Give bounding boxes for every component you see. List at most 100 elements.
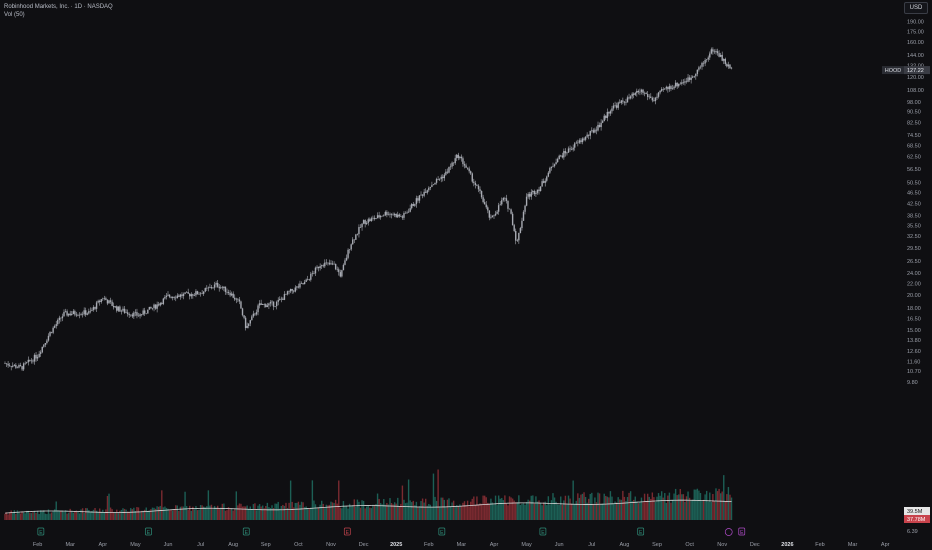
candle-body xyxy=(145,313,147,315)
dividend-marker[interactable] xyxy=(724,528,733,536)
volume-bar xyxy=(220,507,222,520)
volume-bar xyxy=(499,498,501,520)
candle-body xyxy=(336,269,338,270)
candle-body xyxy=(463,164,466,166)
candle-body xyxy=(26,362,28,363)
candle-body xyxy=(215,283,217,285)
volume-bar xyxy=(712,494,714,520)
volume-bar xyxy=(629,491,632,520)
candle-body xyxy=(415,198,418,205)
price-tick: 16.50 xyxy=(907,316,921,322)
candle-body xyxy=(175,297,177,299)
candle-body xyxy=(139,314,141,317)
earnings-marker[interactable] xyxy=(539,527,547,536)
volume-bar xyxy=(418,506,421,520)
volume-bar xyxy=(111,509,113,520)
candle-body xyxy=(307,279,309,281)
volume-bar xyxy=(24,513,26,520)
volume-indicator-label[interactable]: Vol (50) xyxy=(4,12,25,18)
volume-bar xyxy=(693,489,695,520)
candle-body xyxy=(527,194,529,197)
volume-bar xyxy=(440,497,442,520)
volume-bar xyxy=(369,507,371,520)
volume-bar xyxy=(341,508,343,520)
volume-bar xyxy=(168,510,171,520)
volume-bar xyxy=(43,510,45,520)
candle-body xyxy=(494,213,497,216)
candle-body xyxy=(364,220,366,224)
volume-bar xyxy=(623,496,626,520)
volume-bar xyxy=(207,490,210,520)
candle-body xyxy=(300,283,303,284)
earnings-marker[interactable] xyxy=(37,527,45,536)
candle-body xyxy=(210,287,213,289)
volume-bar xyxy=(480,503,483,520)
time-tick: Apr xyxy=(99,542,108,548)
candle-body xyxy=(286,291,289,295)
volume-bar xyxy=(91,511,93,520)
price-tick: 12.60 xyxy=(907,349,921,355)
volume-bar xyxy=(139,511,141,520)
earnings-marker[interactable] xyxy=(242,527,250,536)
volume-bar xyxy=(154,508,157,520)
candle-body xyxy=(656,96,658,98)
candle-body xyxy=(116,306,118,311)
volume-bar xyxy=(379,503,382,520)
candle-body xyxy=(718,53,720,57)
candle-body xyxy=(369,219,371,221)
candle-body xyxy=(46,340,48,344)
volume-bar xyxy=(556,504,559,520)
candle-body xyxy=(451,162,453,167)
candle-body xyxy=(269,302,272,304)
earnings-marker[interactable] xyxy=(343,527,351,536)
volume-bar xyxy=(482,495,484,520)
candle-body xyxy=(10,366,12,367)
candle-body xyxy=(344,260,346,265)
volume-bar xyxy=(504,495,506,520)
volume-bar xyxy=(7,514,9,520)
candle-body xyxy=(550,166,553,169)
volume-bar xyxy=(502,500,505,520)
time-axis[interactable]: Feb Mar Apr May Jun Jul Aug Sep Oct Nov Dec 2025 Feb… xyxy=(33,542,890,548)
candle-body xyxy=(654,97,657,102)
volume-last-text: 37.78M xyxy=(907,517,926,523)
volume-bar xyxy=(718,488,720,520)
candle-body xyxy=(648,96,650,98)
candle-body xyxy=(620,100,622,103)
currency-button[interactable]: USD xyxy=(904,2,928,14)
symbol-title[interactable]: Robinhood Markets, Inc. · 1D · NASDAQ xyxy=(4,4,113,10)
candle-body xyxy=(698,67,700,70)
volume-bar xyxy=(390,502,393,520)
candle-body xyxy=(32,360,34,362)
volume-bar xyxy=(64,510,67,520)
volume-bar xyxy=(60,510,62,520)
candle-body xyxy=(72,311,75,314)
volume-bar xyxy=(477,504,480,520)
earnings-letter: E xyxy=(541,530,545,536)
candle-body xyxy=(192,294,194,296)
volume-bar xyxy=(459,504,461,520)
candle-body xyxy=(339,272,342,277)
candle-body xyxy=(258,303,261,306)
candle-body xyxy=(282,298,284,300)
candle-body xyxy=(92,307,95,310)
earnings-marker[interactable] xyxy=(145,527,152,536)
earnings-marker[interactable] xyxy=(637,527,645,536)
candle-body xyxy=(448,167,450,173)
volume-bar xyxy=(690,500,692,520)
volume-bar xyxy=(221,503,224,520)
volume-bar xyxy=(366,506,368,520)
candle-body xyxy=(639,91,641,93)
candle-body xyxy=(168,294,171,297)
candle-body xyxy=(314,267,317,274)
candle-body xyxy=(727,64,730,67)
volume-bar xyxy=(508,496,511,520)
price-axis[interactable]: 190.00175.00160.00144.00132.00120.00108.… xyxy=(907,19,924,535)
upcoming-earnings-marker[interactable] xyxy=(738,527,746,536)
candle-body xyxy=(153,304,155,308)
candle-body xyxy=(338,269,340,273)
candle-body xyxy=(156,304,158,309)
earnings-marker[interactable] xyxy=(438,527,446,536)
volume-bar xyxy=(442,497,444,520)
